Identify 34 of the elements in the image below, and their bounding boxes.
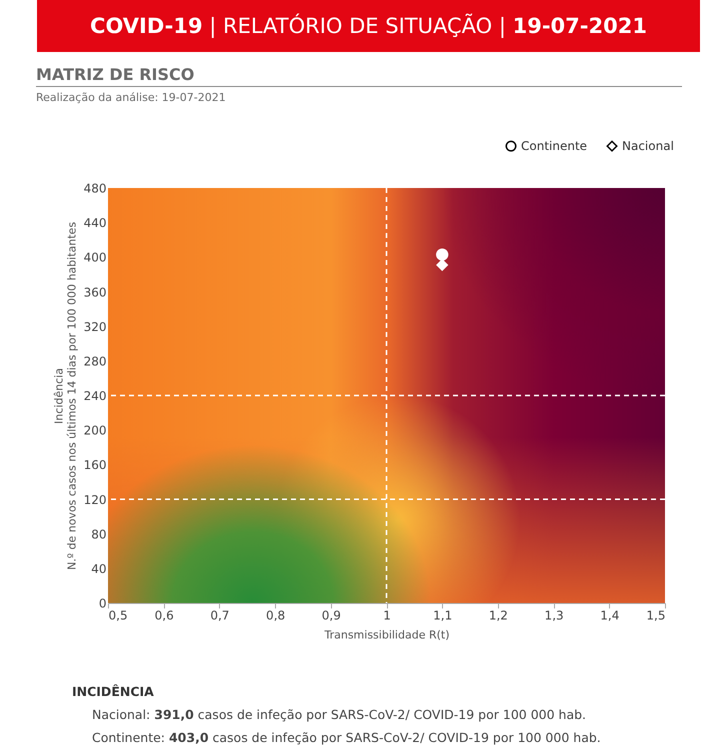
legend-label: Nacional <box>622 139 674 154</box>
y-tick-label: 40 <box>91 562 106 576</box>
y-tick-label: 400 <box>84 250 106 265</box>
text: Realização da análise: 19-07-2021 <box>36 91 226 104</box>
y-tick-label: 200 <box>84 424 106 438</box>
x-tick-label: 1 <box>383 608 391 622</box>
y-axis-title: Incidência N.º de novos casos nos últimos 14 dias por 100 000 habitantes <box>52 222 79 570</box>
y-tick-label: 320 <box>84 320 106 334</box>
x-axis-title: Transmissibilidade R(t) <box>323 628 450 642</box>
x-tick-label: 1,2 <box>488 608 508 622</box>
x-tick-label: 1,5 <box>646 608 666 622</box>
text: Continente: 403,0 casos de infeção por SARS-CoV-2/ COVID-19 por 100 000 hab. <box>91 729 601 747</box>
x-tick-label: 1,1 <box>433 608 452 622</box>
legend-label: Continente <box>521 139 588 154</box>
y-tick-label: 80 <box>91 527 106 542</box>
y-tick-label: 280 <box>84 354 106 368</box>
y-tick-label: 160 <box>84 458 106 472</box>
x-tick-label: 0,9 <box>322 608 341 622</box>
x-tick-label: 1,4 <box>600 608 620 622</box>
x-tick-label: 0,6 <box>154 608 174 622</box>
chart-title: COVID-19 | RELATÓRIO DE SITUAÇÃO | 19-07-2021 <box>90 14 647 38</box>
y-tick-label: 240 <box>84 389 106 403</box>
y-tick-label: 0 <box>98 596 106 610</box>
chart-subtitle: MATRIZ DE RISCO <box>36 65 682 87</box>
x-tick-label: 0,7 <box>210 608 230 622</box>
x-tick-label: 0,5 <box>108 608 128 622</box>
y-tick-label: 360 <box>84 285 106 300</box>
text: INCIDÊNCIA <box>72 683 155 701</box>
x-tick-label: 0,8 <box>266 608 286 622</box>
x-tick-label: 1,3 <box>544 608 564 622</box>
y-tick-label: 480 <box>84 182 106 196</box>
text: Nacional: 391,0 casos de infeção por SARS-CoV-2/ COVID-19 por 100 000 hab. <box>91 706 588 724</box>
y-tick-label: 120 <box>84 492 106 507</box>
y-tick-label: 440 <box>84 216 106 230</box>
